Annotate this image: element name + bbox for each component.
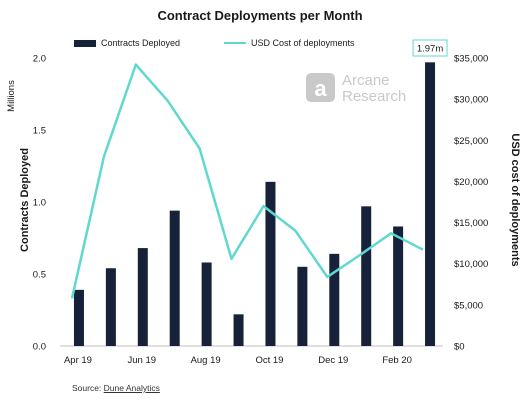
y-left-unit-label: Millions [6, 80, 17, 112]
y-right-tick-label: $35,000 [454, 54, 488, 65]
watermark: a Arcane Research [306, 72, 406, 105]
bar [361, 206, 372, 346]
callout-label: 1.97m [417, 44, 443, 55]
legend-item-contracts: Contracts Deployed [74, 38, 180, 48]
y-right-tick-label: $0 [454, 342, 465, 353]
watermark-text-line1: Arcane [342, 72, 390, 89]
line-series [70, 63, 424, 299]
legend-label-usd-cost: USD Cost of deployments [251, 38, 355, 48]
y-left-tick-label: 1.5 [33, 126, 46, 137]
legend-swatch-line [224, 42, 246, 44]
bar [233, 314, 244, 346]
bar [105, 268, 116, 346]
usd-cost-line [70, 63, 424, 299]
y-left-tick-label: 2.0 [33, 54, 46, 65]
x-tick-label: Feb 20 [382, 355, 412, 366]
y-right-tick-label: $20,000 [454, 177, 488, 188]
callout-box [412, 39, 448, 57]
source-prefix: Source: [72, 383, 104, 393]
y-right-tick-label: $30,000 [454, 95, 488, 106]
x-tick-label: Aug 19 [191, 355, 221, 366]
bar [169, 210, 180, 346]
bar-series [73, 62, 436, 346]
x-tick-label: Apr 19 [64, 355, 92, 366]
chart-legend: Contracts Deployed USD Cost of deploymen… [0, 38, 520, 54]
bar [425, 62, 436, 346]
x-tick-label: Oct 19 [255, 355, 283, 366]
y-right-axis-label: USD cost of deployments [509, 133, 520, 266]
chart-title: Contract Deployments per Month [157, 8, 363, 23]
legend-label-contracts: Contracts Deployed [101, 38, 181, 48]
watermark-logo [306, 73, 335, 102]
y-left-tick-label: 0.5 [33, 270, 46, 281]
bar [137, 248, 148, 346]
x-tick-label: Jun 19 [128, 355, 157, 366]
bar [297, 266, 308, 346]
bar [201, 262, 212, 346]
y-right-tick-label: $15,000 [454, 218, 488, 229]
source-note: Source: Dune Analytics [72, 383, 160, 393]
y-right-tick-label: $10,000 [454, 259, 488, 270]
bar [393, 226, 404, 346]
watermark-logo-letter: a [314, 76, 327, 101]
legend-swatch-bar [74, 39, 96, 47]
chart-axes: 0.0 0.5 1.0 1.5 2.0 $0 $5,000 $10,000 $15,000 $20… [6, 54, 520, 367]
y-left-axis-label: Contracts Deployed [19, 148, 31, 252]
legend-item-usd-cost: USD Cost of deployments [224, 38, 355, 48]
x-tick-label: Dec 19 [318, 355, 348, 366]
watermark-text-line2: Research [342, 88, 406, 105]
bar [329, 253, 340, 346]
bar [73, 289, 84, 346]
value-callout: 1.97m [412, 39, 448, 57]
y-left-tick-label: 1.0 [33, 198, 46, 209]
bar [265, 181, 276, 346]
y-right-tick-label: $25,000 [454, 136, 488, 147]
source-link[interactable]: Dune Analytics [103, 383, 160, 393]
y-left-tick-label: 0.0 [33, 342, 46, 353]
y-right-tick-label: $5,000 [454, 300, 483, 311]
